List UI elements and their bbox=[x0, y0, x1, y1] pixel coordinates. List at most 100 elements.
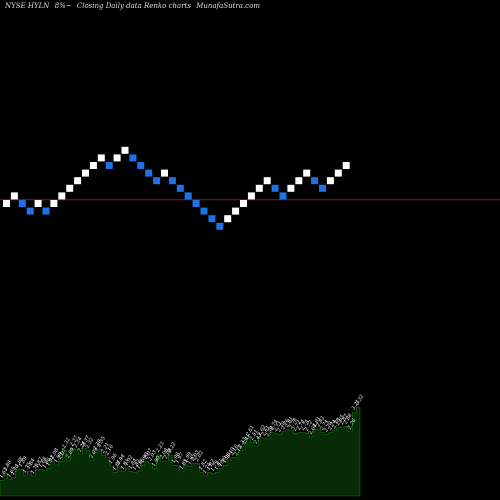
volume-value-label: 2.03 bbox=[190, 449, 201, 463]
volume-value-label: 1.90 bbox=[218, 454, 229, 467]
volume-value-label: 2.72 bbox=[291, 420, 302, 434]
renko-brick-up bbox=[89, 162, 97, 169]
volume-value-label: 2.61 bbox=[260, 424, 271, 438]
renko-brick-up bbox=[74, 177, 82, 185]
renko-brick-up bbox=[58, 192, 66, 200]
volume-value-label: 2.21 bbox=[100, 442, 111, 456]
renko-brick-up bbox=[121, 146, 129, 154]
volume-value-label: 2.74 bbox=[299, 419, 310, 433]
volume-value-label: 2.78 bbox=[288, 417, 299, 431]
volume-value-label: 2.35 bbox=[96, 436, 107, 450]
volume-value-label: 1.63 bbox=[0, 467, 9, 480]
volume-value-label: 1.88 bbox=[14, 456, 25, 469]
volume-value-label: 2.76 bbox=[280, 417, 292, 431]
renko-brick-down bbox=[279, 192, 287, 200]
renko-brick-up bbox=[342, 162, 350, 169]
renko-brick-down bbox=[18, 200, 26, 207]
volume-value-label: 1.92 bbox=[124, 454, 135, 467]
volume-value-label: 1.75 bbox=[22, 462, 33, 475]
volume-value-label: 2.16 bbox=[229, 443, 241, 457]
renko-brick-down bbox=[129, 154, 137, 162]
renko-brick-down bbox=[145, 169, 153, 177]
renko-brick-down bbox=[153, 177, 161, 185]
volume-value-label: 2.82 bbox=[315, 415, 326, 429]
renko-brick-up bbox=[240, 200, 247, 207]
volume-value-label: 2.72 bbox=[303, 420, 314, 434]
volume-value-label: 2.07 bbox=[143, 447, 155, 461]
renko-brick-up bbox=[247, 192, 255, 200]
source-name: MunafaSutra.com bbox=[196, 2, 260, 10]
renko-brick-up bbox=[161, 169, 168, 177]
renko-brick-up bbox=[97, 154, 105, 162]
renko-brick-up bbox=[263, 177, 271, 185]
renko-brick-up bbox=[303, 169, 311, 177]
volume-value-label: 2.74 bbox=[295, 419, 306, 433]
volume-value-label: 2.43 bbox=[252, 432, 263, 446]
volume-area-path bbox=[0, 407, 361, 497]
volume-value-label: 2.70 bbox=[276, 420, 288, 434]
price-change: 8%~ bbox=[54, 2, 72, 10]
volume-value-label: 2.28 bbox=[92, 439, 103, 453]
volume-value-label: 1.85 bbox=[135, 457, 146, 470]
volume-value-label: 2.88 bbox=[342, 413, 353, 427]
volume-value-label: 1.82 bbox=[198, 459, 209, 472]
volume-value-label: 2.33 bbox=[237, 437, 248, 451]
ticker-symbol: NYSE HYLN bbox=[5, 2, 50, 10]
volume-value-label: 2.62 bbox=[256, 424, 267, 438]
volume-value-label: 1.65 bbox=[6, 466, 17, 479]
volume-value-label: 1.84 bbox=[128, 458, 139, 471]
volume-value-label: 1.74 bbox=[202, 462, 213, 475]
volume-value-label: 1.82 bbox=[132, 459, 143, 472]
volume-value-label: 2.23 bbox=[155, 441, 166, 455]
renko-brick-down bbox=[216, 222, 224, 230]
renko-brick-down bbox=[42, 207, 50, 215]
volume-value-label: 2.09 bbox=[88, 446, 100, 460]
renko-brick-up bbox=[50, 200, 58, 207]
volume-value-label: 2.78 bbox=[331, 417, 342, 431]
volume-value-label: 2.81 bbox=[284, 416, 295, 430]
renko-brick-down bbox=[176, 184, 184, 192]
volume-value-label: 1.94 bbox=[116, 453, 127, 466]
renko-brick-down bbox=[311, 177, 319, 185]
volume-labels: 1.631.801.651.701.881.891.751.841.731.87… bbox=[0, 394, 365, 480]
volume-value-label: 2.59 bbox=[264, 425, 276, 439]
volume-value-label: 2.87 bbox=[338, 413, 350, 427]
renko-brick-up bbox=[255, 184, 263, 192]
volume-value-label: 1.70 bbox=[10, 463, 21, 476]
renko-brick-up bbox=[295, 177, 303, 185]
volume-value-label: 3.21 bbox=[351, 399, 362, 412]
renko-bricks bbox=[3, 146, 350, 230]
volume-value-label: 1.99 bbox=[53, 451, 64, 464]
volume-value-label: 2.08 bbox=[158, 447, 169, 461]
renko-brick-up bbox=[232, 207, 240, 215]
volume-value-label: 1.82 bbox=[206, 459, 217, 472]
volume-value-label: 1.82 bbox=[214, 459, 225, 472]
volume-value-label: 1.95 bbox=[186, 453, 197, 466]
renko-brick-down bbox=[192, 200, 200, 207]
volume-value-label: 1.89 bbox=[18, 455, 29, 468]
volume-value-label: 1.84 bbox=[26, 458, 37, 471]
renko-brick-up bbox=[334, 169, 342, 177]
volume-value-label: 2.16 bbox=[104, 443, 116, 457]
volume-value-label: 1.86 bbox=[42, 456, 53, 469]
volume-value-label: 1.96 bbox=[108, 452, 119, 465]
renko-brick-up bbox=[224, 215, 232, 223]
volume-value-label: 1.99 bbox=[182, 451, 193, 464]
volume-value-label: 2.08 bbox=[49, 447, 60, 461]
volume-value-label: 3.32 bbox=[355, 394, 366, 407]
renko-brick-up bbox=[66, 184, 74, 192]
renko-brick-down bbox=[319, 184, 326, 192]
volume-value-label: 2.37 bbox=[80, 434, 92, 448]
volume-value-label: 1.90 bbox=[151, 454, 162, 467]
volume-value-label: 2.15 bbox=[233, 444, 244, 458]
volume-value-label: 1.88 bbox=[38, 456, 49, 469]
renko-brick-up bbox=[287, 184, 295, 192]
renko-brick-up bbox=[10, 192, 18, 200]
volume-value-label: 2.10 bbox=[225, 446, 237, 460]
volume-value-label: 1.98 bbox=[222, 452, 233, 465]
volume-value-label: 2.34 bbox=[72, 436, 83, 450]
renko-brick-down bbox=[26, 207, 34, 215]
volume-value-label: 2.32 bbox=[84, 437, 95, 451]
volume-value-label: 2.74 bbox=[327, 419, 338, 433]
